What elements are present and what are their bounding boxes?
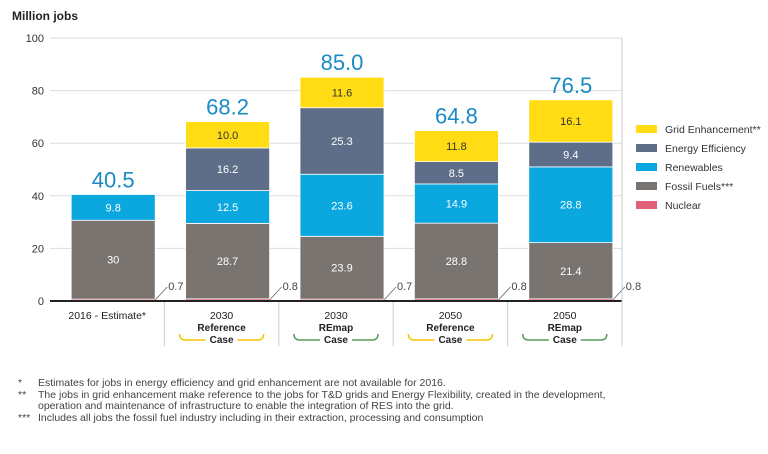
case-bracket <box>293 333 379 341</box>
data-label: 25.3 <box>331 136 352 148</box>
bar-segment <box>185 147 271 191</box>
data-label: 8.5 <box>449 168 464 180</box>
leader-line <box>498 286 511 301</box>
bar-segment <box>185 223 271 300</box>
x-tick-case: Reference <box>426 323 475 334</box>
data-label: 16.2 <box>217 164 238 176</box>
x-tick-case: REmap <box>319 323 353 334</box>
data-label: 9.8 <box>106 202 121 214</box>
data-label: 16.1 <box>560 116 581 128</box>
bar-segment <box>528 141 614 168</box>
x-tick-case: Case <box>210 335 234 346</box>
bar-segment <box>528 99 614 143</box>
bar-segment <box>414 298 499 301</box>
case-bracket <box>522 333 608 341</box>
data-label: 23.6 <box>331 200 352 212</box>
legend-swatch <box>636 163 657 171</box>
data-label: 0.8 <box>511 281 526 293</box>
footnote: * Estimates for jobs in energy efficiency… <box>18 377 446 389</box>
data-label: 28.8 <box>560 200 581 212</box>
total-label: 85.0 <box>321 50 364 75</box>
legend-label: Grid Enhancement** <box>665 124 761 136</box>
leader-line <box>612 286 626 301</box>
leader-line <box>154 286 168 301</box>
data-label: 10.0 <box>217 130 238 142</box>
bar-segment <box>299 107 385 175</box>
data-label: 28.8 <box>446 256 467 268</box>
x-tick-label: 2050 <box>439 310 463 322</box>
footnotes: * Estimates for jobs in energy efficiency… <box>18 377 608 424</box>
legend-label: Nuclear <box>665 200 702 212</box>
data-label: 0.8 <box>283 281 298 293</box>
bar-segment <box>299 173 385 237</box>
y-tick-label: 40 <box>32 191 44 203</box>
x-tick-label: 2050 <box>553 310 577 322</box>
y-tick-label: 60 <box>32 138 44 150</box>
data-label: 11.6 <box>332 87 353 99</box>
data-label: 0.7 <box>397 281 412 293</box>
y-tick-label: 20 <box>32 243 44 255</box>
y-tick-label: 100 <box>26 33 44 45</box>
data-label: 12.5 <box>217 202 238 214</box>
bar-segment <box>185 190 271 224</box>
data-label: 21.4 <box>560 266 581 278</box>
bar-segment <box>413 183 499 224</box>
x-tick-case: Case <box>553 335 577 346</box>
legend-swatch <box>636 144 657 152</box>
bar-segment <box>70 219 156 300</box>
bar-segment <box>70 194 156 221</box>
legend-swatch <box>636 125 657 133</box>
case-bracket <box>178 333 265 341</box>
y-tick-label: 0 <box>38 296 44 308</box>
total-label: 68.2 <box>206 95 249 120</box>
data-label: 11.8 <box>446 141 467 153</box>
legend-label: Energy Efficiency <box>665 143 747 155</box>
bar-segment <box>528 242 614 300</box>
legend-label: Fossil Fuels*** <box>665 181 733 193</box>
x-tick-label: 2030 <box>324 310 348 322</box>
data-label: 28.7 <box>217 256 238 268</box>
y-axis-label: Million jobs <box>12 9 78 23</box>
data-label: 30 <box>107 255 119 267</box>
bar-segment <box>528 298 613 301</box>
data-label: 0.8 <box>626 281 641 293</box>
x-tick-case: REmap <box>548 323 582 334</box>
legend-swatch <box>636 201 657 209</box>
leader-line <box>269 286 282 301</box>
bar-segment <box>413 130 499 163</box>
stacked-bar-chart: Million jobs 0 20 40 60 80 100 0.7 30 9.8 40.5 2016… <box>12 9 761 346</box>
x-tick-label: 2016 - Estimate* <box>68 310 146 322</box>
y-tick-label: 80 <box>32 86 44 98</box>
data-label: 14.9 <box>446 199 467 211</box>
x-tick-case: Reference <box>197 323 246 334</box>
total-label: 64.8 <box>435 104 478 129</box>
data-label: 0.7 <box>168 281 183 293</box>
x-tick-label: 2030 <box>210 310 234 322</box>
bar-segment <box>413 222 499 300</box>
footnote: ** The jobs in grid enhancement make refe… <box>18 388 606 412</box>
bar-segment <box>528 166 614 244</box>
data-label: 23.9 <box>331 263 352 275</box>
data-label: 9.4 <box>563 150 578 162</box>
case-bracket <box>407 333 494 341</box>
leader-line <box>383 286 397 301</box>
total-label: 40.5 <box>92 167 135 192</box>
total-label: 76.5 <box>549 73 592 98</box>
bar-segment <box>299 76 385 109</box>
x-tick-case: Case <box>438 335 462 346</box>
footnote: *** Includes all jobs the fossil fuel ind… <box>18 411 484 424</box>
bar-segment <box>185 121 271 149</box>
legend-swatch <box>636 182 657 190</box>
legend-label: Renewables <box>665 162 723 174</box>
bar-segment <box>299 235 385 300</box>
bar-segment <box>185 298 270 301</box>
x-tick-case: Case <box>324 335 348 346</box>
